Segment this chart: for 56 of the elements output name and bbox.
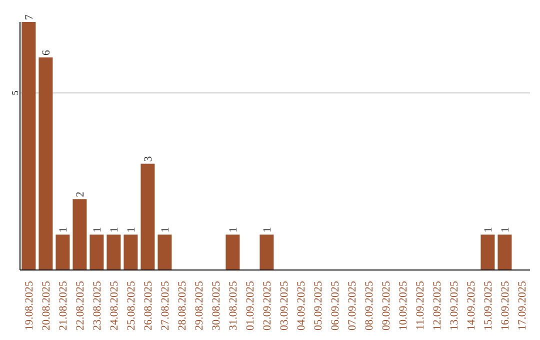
x-tick-label: 07.09.2025	[346, 280, 358, 330]
x-tick-label: 16.09.2025	[499, 280, 512, 330]
x-tick-label: 24.08.2025	[108, 280, 120, 330]
x-tick-label: 17.09.2025	[516, 280, 528, 330]
bar	[260, 234, 274, 270]
x-tick-label: 27.08.2025	[159, 280, 172, 330]
bar	[38, 57, 53, 270]
data-label: 1	[228, 227, 240, 233]
data-label: 1	[126, 227, 138, 233]
data-label: 1	[58, 227, 70, 233]
x-tick-label: 28.08.2025	[176, 280, 188, 330]
data-label: 2	[74, 192, 87, 198]
x-tick-label: 23.08.2025	[91, 280, 104, 330]
x-tick-label: 06.09.2025	[329, 280, 342, 330]
data-label: 7	[24, 14, 36, 20]
x-tick-label: 20.08.2025	[40, 280, 52, 330]
data-label: 1	[108, 227, 121, 233]
x-tick-label: 22.08.2025	[74, 280, 86, 330]
bar	[480, 234, 495, 270]
x-tick-label: 08.09.2025	[363, 280, 376, 330]
x-tick-label: 04.09.2025	[295, 280, 308, 330]
x-tick-label: 31.08.2025	[227, 280, 240, 330]
x-tick-label: 09.09.2025	[380, 280, 392, 330]
bar	[72, 199, 87, 270]
x-tick-label: 14.09.2025	[465, 280, 478, 330]
x-tick-label: 11.09.2025	[414, 280, 426, 330]
data-label: 3	[142, 156, 155, 162]
x-tick-label: 21.08.2025	[57, 280, 70, 330]
data-label: 6	[40, 49, 53, 56]
bar	[140, 164, 155, 270]
data-label: 1	[482, 227, 495, 233]
x-tick-label: 25.08.2025	[125, 280, 138, 330]
x-tick-label: 02.09.2025	[261, 280, 274, 330]
bar	[124, 234, 138, 270]
bar	[498, 234, 512, 270]
bar	[90, 234, 104, 270]
x-tick-label: 12.09.2025	[431, 280, 444, 330]
bar	[158, 234, 172, 270]
x-tick-label: 01.09.2025	[244, 280, 256, 330]
data-label: 1	[262, 227, 274, 233]
data-label: 1	[160, 227, 172, 233]
x-tick-label: 05.09.2025	[312, 280, 324, 330]
bar	[226, 234, 240, 270]
x-tick-label: 03.09.2025	[278, 280, 290, 330]
y-tick-label: 5	[10, 90, 20, 96]
bar	[106, 234, 121, 270]
x-tick-label: 15.09.2025	[482, 280, 494, 330]
bar	[56, 234, 70, 270]
data-label: 1	[500, 227, 512, 233]
x-tick-label: 29.08.2025	[193, 280, 206, 330]
x-tick-label: 10.09.2025	[397, 280, 410, 330]
x-tick-label: 30.08.2025	[210, 280, 222, 330]
x-tick-label: 26.08.2025	[142, 280, 154, 330]
x-tick-label: 13.09.2025	[448, 280, 460, 330]
x-tick-label: 19.08.2025	[23, 280, 36, 330]
data-label: 1	[92, 227, 104, 233]
